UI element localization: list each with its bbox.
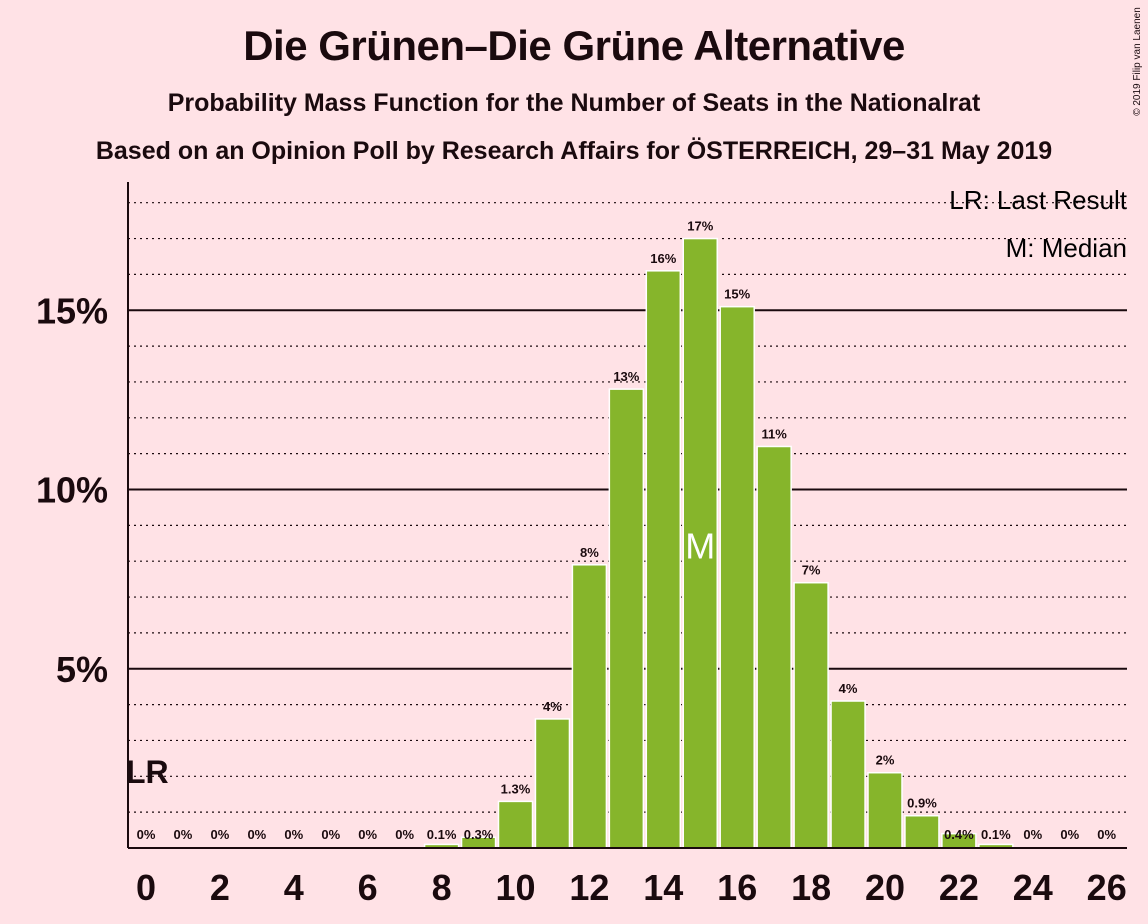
x-tick-label: 22 xyxy=(939,867,979,908)
data-label: 0% xyxy=(1023,827,1042,842)
legend-median: M: Median xyxy=(1006,233,1127,263)
data-label: 0.3% xyxy=(464,827,494,842)
data-label: 0% xyxy=(247,827,266,842)
x-tick-label: 0 xyxy=(136,867,156,908)
data-label: 2% xyxy=(876,753,895,768)
median-marker: M xyxy=(685,526,715,567)
bar-seat-20 xyxy=(867,771,903,849)
data-label: 8% xyxy=(580,545,599,560)
bar-seat-10 xyxy=(497,800,534,849)
x-tick-label: 14 xyxy=(643,867,683,908)
x-tick-label: 2 xyxy=(210,867,230,908)
x-tick-label: 18 xyxy=(791,867,831,908)
bar-seat-11 xyxy=(534,718,571,849)
data-label: 0.4% xyxy=(944,827,974,842)
x-tick-label: 12 xyxy=(569,867,609,908)
x-tick-label: 4 xyxy=(284,867,304,908)
bar-seat-19 xyxy=(830,700,866,849)
data-label: 0% xyxy=(395,827,414,842)
y-tick-label: 5% xyxy=(56,649,108,690)
bar-seat-21 xyxy=(904,814,940,849)
data-label: 0% xyxy=(211,827,230,842)
bar-seat-16 xyxy=(719,305,755,849)
data-label: 0.9% xyxy=(907,796,937,811)
last-result-marker: LR xyxy=(126,754,169,790)
data-labels: 0% 0% 0% 0% 0% 0% 0% 0% 0.1% 0.3% 1.3% 4% 8% 13% 16% 17… xyxy=(126,219,1117,842)
bar-seat-17 xyxy=(756,445,792,849)
bar-seat-12 xyxy=(571,564,608,849)
data-label: 0% xyxy=(1097,827,1116,842)
x-tick-label: 6 xyxy=(358,867,378,908)
bar-seat-18 xyxy=(793,581,829,849)
data-label: 0% xyxy=(174,827,193,842)
data-label: 0% xyxy=(358,827,377,842)
chart-source: Based on an Opinion Poll by Research Aff… xyxy=(95,137,1053,165)
data-label: 0% xyxy=(137,827,156,842)
data-label: 1.3% xyxy=(501,781,531,796)
data-label: 0% xyxy=(321,827,340,842)
data-label: 13% xyxy=(613,369,639,384)
data-label: 16% xyxy=(650,251,676,266)
y-tick-label: 10% xyxy=(36,470,108,511)
x-tick-label: 10 xyxy=(495,867,535,908)
data-label: 11% xyxy=(761,426,787,441)
bar-seat-14 xyxy=(645,270,682,849)
y-tick-label: 15% xyxy=(36,290,108,331)
bars xyxy=(423,237,1014,849)
x-tick-label: 8 xyxy=(432,867,452,908)
data-label: 17% xyxy=(687,219,713,234)
chart-subtitle: Probability Mass Function for the Number… xyxy=(167,89,981,117)
data-label: 15% xyxy=(724,287,750,302)
data-label: 0% xyxy=(1060,827,1079,842)
data-label: 0.1% xyxy=(981,827,1011,842)
data-label: 0.1% xyxy=(427,827,457,842)
bar-seat-13 xyxy=(608,388,645,849)
data-label: 7% xyxy=(802,563,821,578)
data-label: 4% xyxy=(543,699,562,714)
data-label: 0% xyxy=(284,827,303,842)
x-tick-label: 26 xyxy=(1087,867,1127,908)
chart-title: Die Grünen–Die Grüne Alternative xyxy=(243,22,905,69)
legend-last-result: LR: Last Result xyxy=(949,185,1128,215)
x-tick-label: 16 xyxy=(717,867,757,908)
data-label: 4% xyxy=(839,681,858,696)
axes: 5%10%15%0 2 4 6 8 10 12 14 16 18 20 22 24 26 xyxy=(36,182,1127,908)
x-tick-label: 20 xyxy=(865,867,905,908)
x-tick-label: 24 xyxy=(1013,867,1053,908)
